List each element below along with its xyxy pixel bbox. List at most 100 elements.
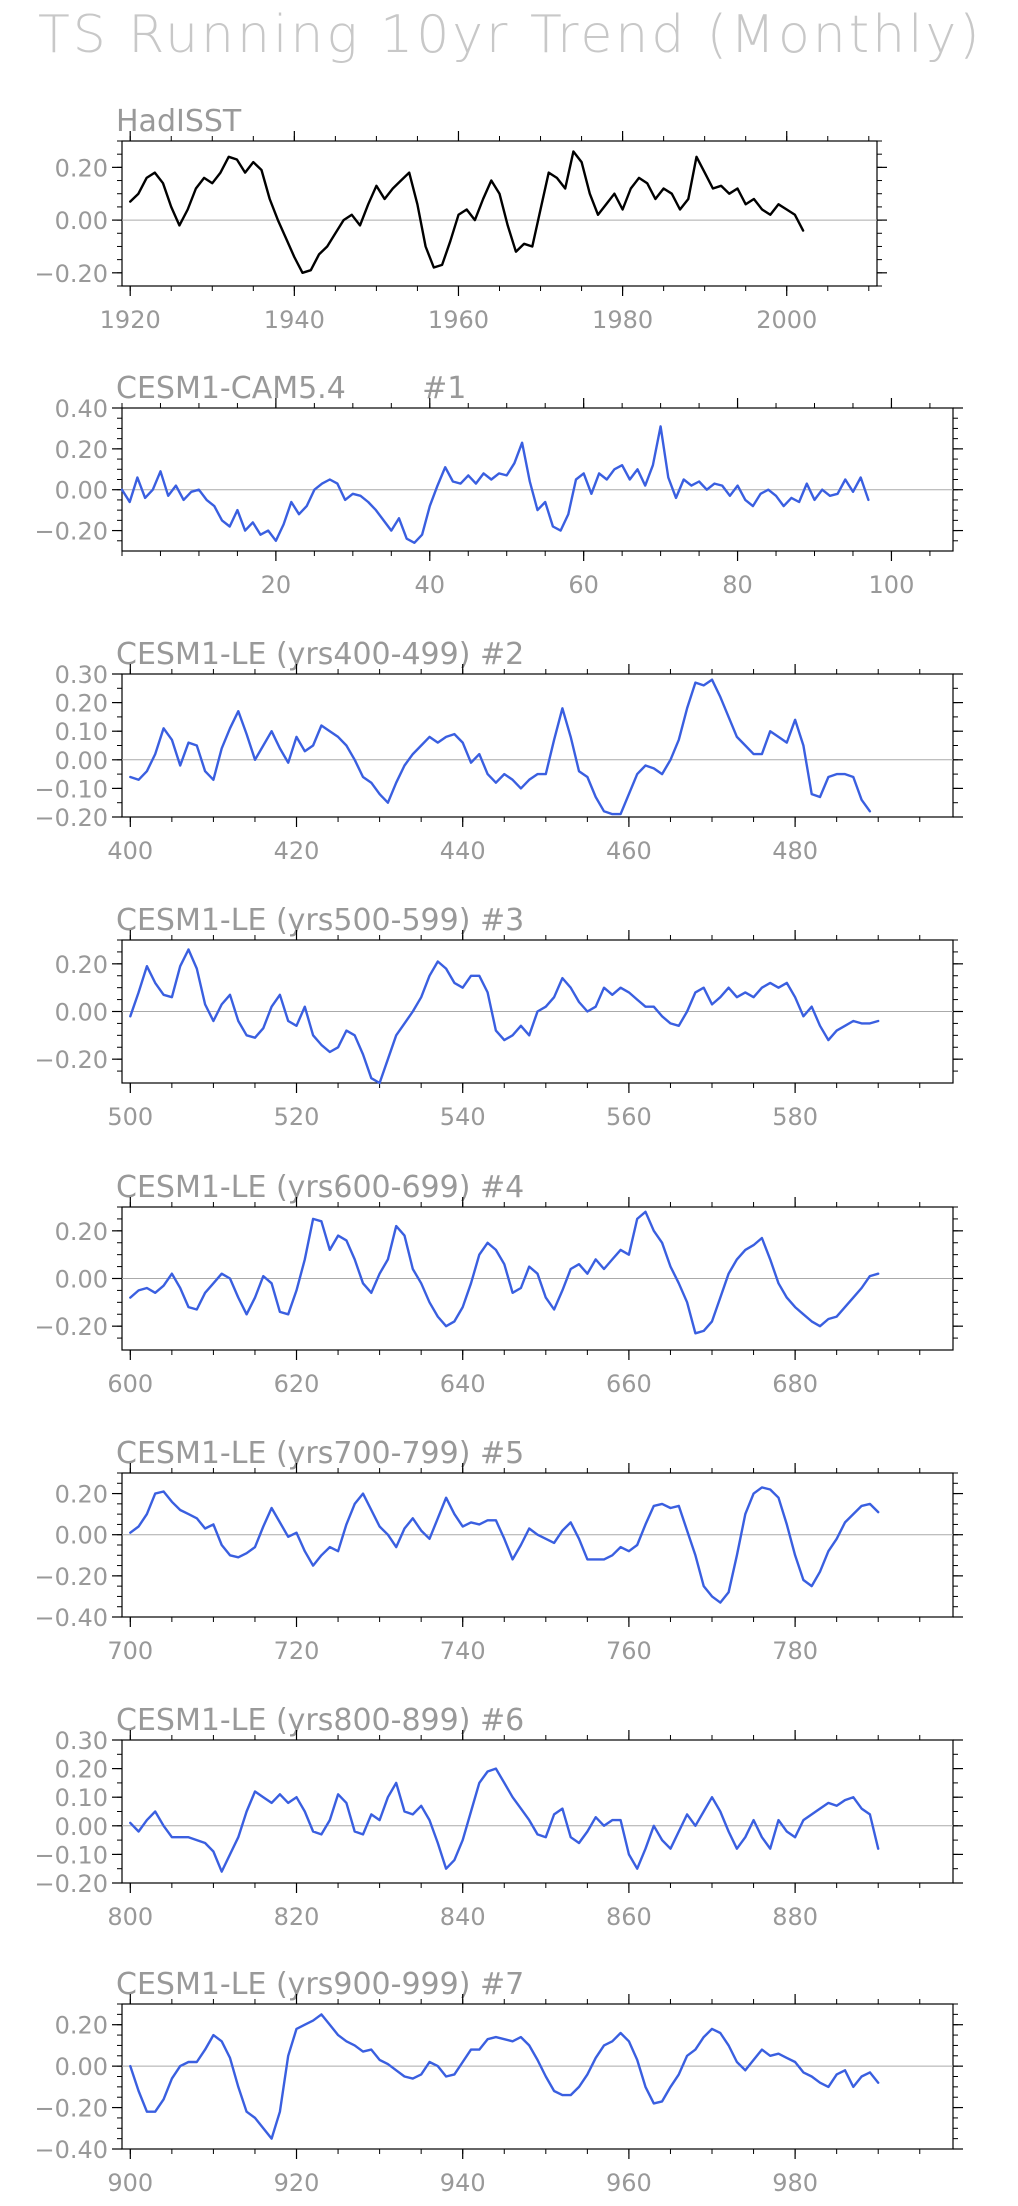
chart-5-xtick-label: 640: [440, 1370, 486, 1398]
chart-4-xtick-label: 540: [440, 1103, 486, 1131]
chart-2-xtick-label: 100: [869, 571, 915, 599]
chart-8-xtick-label: 960: [606, 2169, 652, 2197]
chart-8-ytick-label: 0.00: [55, 2053, 108, 2081]
chart-8-xtick-label: 940: [440, 2169, 486, 2197]
chart-6-xtick-label: 720: [274, 1637, 320, 1665]
chart-8-xtick-label: 900: [107, 2169, 153, 2197]
chart-3-series-line: [129, 678, 872, 816]
chart-6-frame: [121, 1472, 954, 1618]
chart-5-xtick-label: 680: [772, 1370, 818, 1398]
chart-6-ytick-label: 0.00: [55, 1522, 108, 1550]
chart-4-ytick-label: −0.20: [34, 1046, 108, 1074]
chart-7-ytick-label: 0.20: [55, 1756, 108, 1784]
chart-8-frame: [121, 2003, 954, 2150]
chart-1-ytick-label: 0.20: [55, 154, 108, 182]
chart-panel-6: CESM1-LE (yrs700-799) #5 −0.40 −0.20 0.00 0.…: [34, 1436, 963, 1665]
chart-3-xtick-label: 420: [274, 837, 320, 865]
chart-2-title: CESM1-CAM5.4 #1: [116, 371, 466, 406]
chart-panel-8: CESM1-LE (yrs900-999) #7 −0.40 −0.20 0.00 0.…: [34, 1967, 963, 2197]
chart-2-ytick-label: 0.20: [55, 436, 108, 464]
chart-3-ytick-label: 0.30: [55, 661, 108, 689]
chart-7-xtick-label: 840: [440, 1903, 486, 1931]
chart-7-ytick-label: −0.10: [34, 1841, 108, 1869]
chart-1-xtick-label: 1980: [592, 306, 653, 334]
chart-5-ytick-label: 0.00: [55, 1266, 108, 1294]
chart-5-xtick-label: 660: [606, 1370, 652, 1398]
chart-2-ytick-label: −0.20: [34, 518, 108, 546]
chart-6-ytick-label: −0.40: [34, 1604, 108, 1632]
chart-2-xtick-label: 20: [261, 571, 292, 599]
chart-panel-1: HadISST −0.20 0.00 0.20 1920 1940 1960 1980 2000: [34, 104, 887, 334]
chart-4-xtick-label: 580: [772, 1103, 818, 1131]
chart-4-ytick-label: 0.20: [55, 951, 108, 979]
chart-3-xtick-label: 400: [107, 837, 153, 865]
chart-5-title: CESM1-LE (yrs600-699) #4: [116, 1170, 524, 1205]
chart-6-title: CESM1-LE (yrs700-799) #5: [116, 1436, 524, 1471]
chart-3-ytick-label: 0.00: [55, 747, 108, 775]
chart-3-xtick-label: 460: [606, 837, 652, 865]
chart-7-ytick-label: −0.20: [34, 1870, 108, 1898]
chart-7-ytick-label: 0.00: [55, 1813, 108, 1841]
chart-8-ytick-label: −0.20: [34, 2095, 108, 2123]
figure-title: TS Running 10yr Trend (Monthly): [38, 5, 983, 65]
chart-1-xtick-label: 1960: [428, 306, 489, 334]
chart-3-xtick-label: 440: [440, 837, 486, 865]
chart-8-xtick-label: 920: [274, 2169, 320, 2197]
chart-2-xtick-label: 40: [415, 571, 446, 599]
chart-3-ytick-label: −0.20: [34, 804, 108, 832]
chart-1-xtick-label: 1940: [264, 306, 325, 334]
chart-5-ytick-label: −0.20: [34, 1313, 108, 1341]
chart-6-xtick-label: 700: [107, 1637, 153, 1665]
chart-6-series-line: [129, 1486, 880, 1604]
chart-5-series-line: [129, 1210, 880, 1335]
chart-3-ytick-label: 0.10: [55, 718, 108, 746]
chart-4-xtick-label: 520: [274, 1103, 320, 1131]
chart-1-xtick-label: 2000: [756, 306, 817, 334]
chart-5-xtick-label: 600: [107, 1370, 153, 1398]
chart-4-title: CESM1-LE (yrs500-599) #3: [116, 903, 524, 938]
chart-7-series-line: [129, 1767, 880, 1873]
chart-4-xtick-label: 500: [107, 1103, 153, 1131]
chart-7-xtick-label: 820: [274, 1903, 320, 1931]
chart-1-title: HadISST: [116, 104, 242, 139]
chart-4-series-line: [129, 948, 880, 1085]
chart-2-ytick-label: 0.00: [55, 477, 108, 505]
chart-5-xtick-label: 620: [274, 1370, 320, 1398]
chart-2-xtick-label: 60: [568, 571, 599, 599]
chart-panel-3: CESM1-LE (yrs400-499) #2−0.20−0.100.000.…: [34, 637, 963, 865]
chart-panel-5: CESM1-LE (yrs600-699) #4 −0.20 0.00 0.20 600…: [34, 1170, 963, 1398]
chart-1-xtick-label: 1920: [100, 306, 161, 334]
chart-6-ytick-label: 0.20: [55, 1481, 108, 1509]
chart-6-xtick-label: 760: [606, 1637, 652, 1665]
chart-8-title: CESM1-LE (yrs900-999) #7: [116, 1967, 524, 2002]
chart-8-ytick-label: −0.40: [34, 2136, 108, 2164]
chart-7-ytick-label: 0.10: [55, 1784, 108, 1812]
chart-4-xtick-label: 560: [606, 1103, 652, 1131]
chart-1-ytick-label: 0.00: [55, 207, 108, 235]
chart-8-series-line: [129, 2013, 880, 2140]
chart-3-frame: [121, 673, 954, 818]
chart-1-ytick-label: −0.20: [34, 260, 108, 288]
chart-4-ytick-label: 0.00: [55, 999, 108, 1027]
chart-6-xtick-label: 740: [440, 1637, 486, 1665]
chart-3-ytick-label: −0.10: [34, 775, 108, 803]
chart-2-xtick-label: 80: [722, 571, 753, 599]
chart-3-xtick-label: 480: [772, 837, 818, 865]
chart-2-ytick-label: 0.40: [55, 395, 108, 423]
chart-panel-7: CESM1-LE (yrs800-899) #6−0.20−0.100.000.…: [34, 1703, 963, 1931]
chart-8-xtick-label: 980: [772, 2169, 818, 2197]
chart-7-ytick-label: 0.30: [55, 1727, 108, 1755]
chart-1-frame: [121, 140, 878, 287]
chart-panel-4: CESM1-LE (yrs500-599) #3 −0.20 0.00 0.20 500…: [34, 903, 963, 1131]
chart-2-series-line: [120, 425, 870, 544]
chart-7-xtick-label: 860: [606, 1903, 652, 1931]
chart-3-ytick-label: 0.20: [55, 690, 108, 718]
chart-1-series-line: [128, 150, 805, 274]
chart-6-xtick-label: 780: [772, 1637, 818, 1665]
chart-panel-2: CESM1-CAM5.4 #1 −0.20 0.00 0.20 0.40 20 40 60 80…: [34, 371, 963, 599]
chart-6-ytick-label: −0.20: [34, 1563, 108, 1591]
chart-5-ytick-label: 0.20: [55, 1218, 108, 1246]
chart-7-title: CESM1-LE (yrs800-899) #6: [116, 1703, 524, 1738]
